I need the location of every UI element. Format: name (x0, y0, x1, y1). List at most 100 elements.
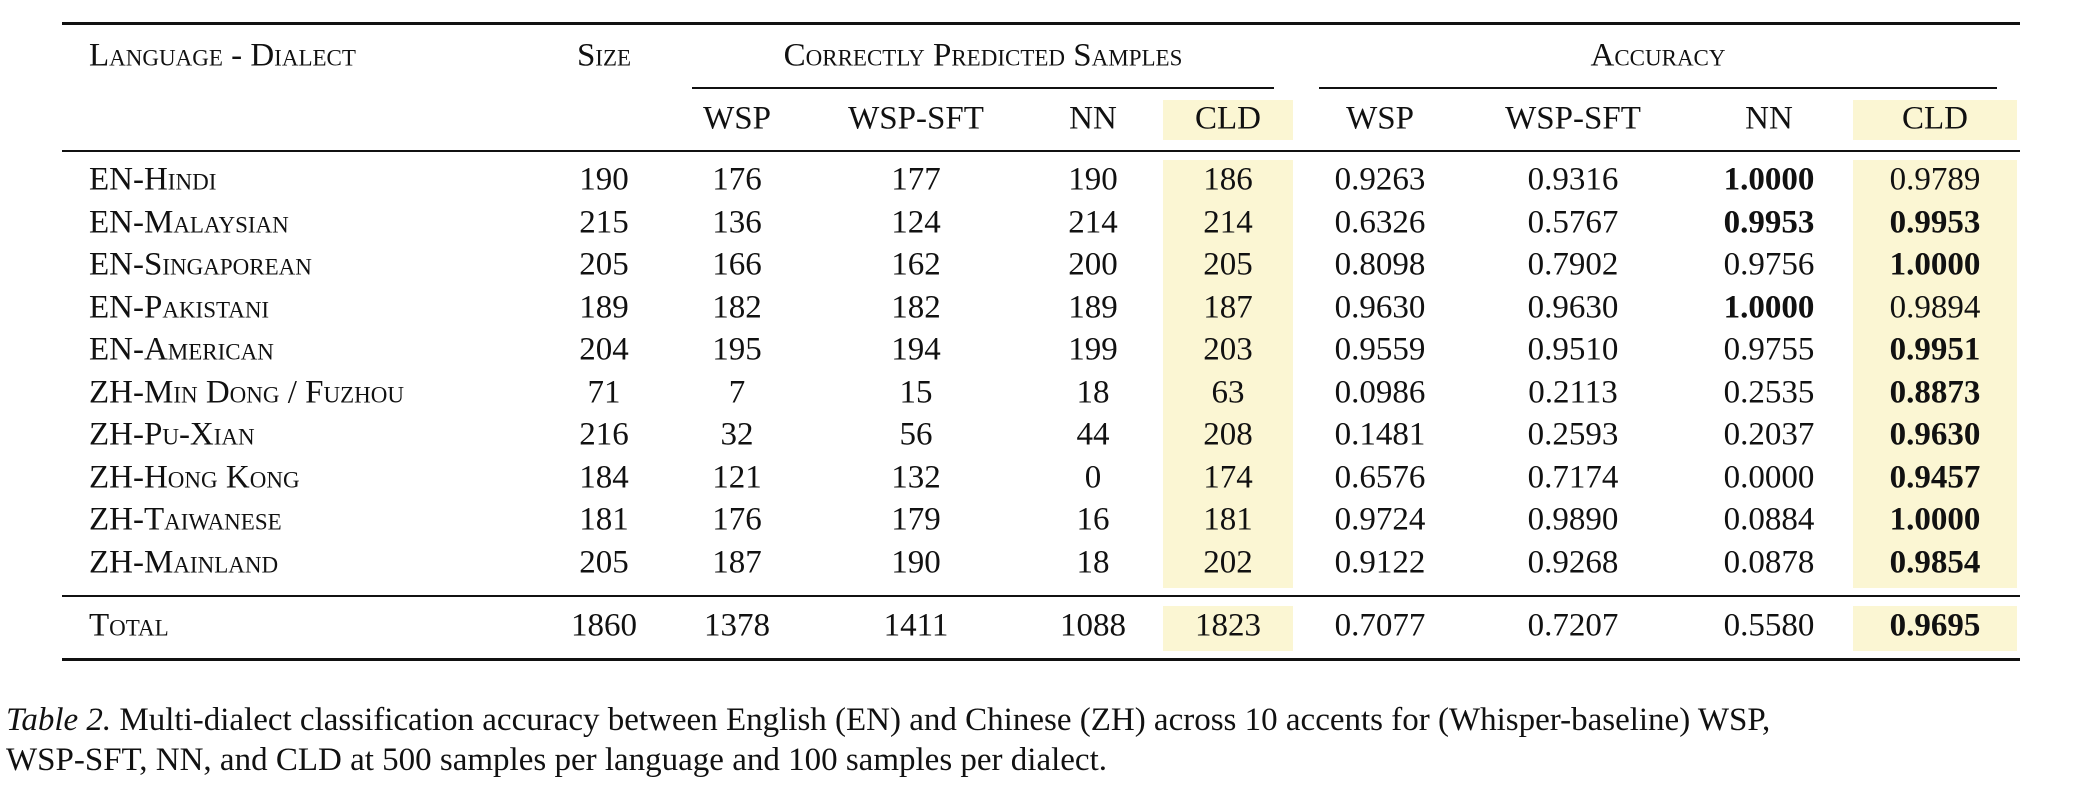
cell: 0.9953 (1723, 204, 1815, 240)
cell: 0.9630 (1889, 416, 1981, 453)
cell: 182 (712, 289, 762, 325)
highlight (1853, 606, 2017, 651)
cell: 208 (1203, 416, 1253, 453)
cell: 202 (1203, 544, 1253, 580)
sub-header: CLD (1195, 100, 1261, 137)
sub-header: WSP (703, 100, 771, 137)
cell: 132 (891, 459, 941, 495)
cell: 1823 (1195, 607, 1261, 644)
cell: 200 (1068, 246, 1118, 283)
cell: 177 (891, 161, 941, 198)
cell: 0.8873 (1889, 374, 1981, 410)
cell: 189 (1068, 289, 1118, 325)
cell: 214 (1203, 204, 1253, 240)
cell: 0.9457 (1889, 459, 1981, 495)
sub-header: WSP (1346, 100, 1414, 137)
cell: 205 (579, 246, 629, 283)
cell: 18 (1076, 544, 1110, 580)
row-label: Total (89, 607, 169, 644)
cell: 0.5580 (1723, 607, 1815, 644)
cell: 166 (712, 246, 762, 283)
cell: 32 (720, 416, 754, 453)
cell: 18 (1076, 374, 1110, 410)
cell: 7 (728, 374, 746, 410)
cell: 136 (712, 204, 762, 240)
row-label: ZH-Mainland (89, 544, 279, 580)
row-label: ZH-Taiwanese (89, 501, 282, 538)
top-rule (62, 22, 2020, 25)
row-label: ZH-Min Dong / Fuzhou (89, 374, 405, 410)
sub-header: NN (1745, 100, 1793, 137)
group-rule (1319, 87, 1997, 89)
cell: 0.9559 (1334, 331, 1426, 368)
cell: 195 (712, 331, 762, 368)
cell: 0.9510 (1527, 331, 1619, 368)
cell: 16 (1076, 501, 1110, 538)
cell: 1860 (571, 607, 637, 644)
row-label: EN-American (89, 331, 274, 368)
cell: 1.0000 (1723, 161, 1815, 198)
highlight (1163, 160, 1293, 588)
cell: 0.7207 (1527, 607, 1619, 644)
cell: 0.9630 (1334, 289, 1426, 325)
sub-header: WSP-SFT (848, 100, 984, 137)
cell: 0.9263 (1334, 161, 1426, 198)
cell: 186 (1203, 161, 1253, 198)
cell: 0.9755 (1723, 331, 1815, 368)
cell: 0.0986 (1334, 374, 1426, 410)
cell: 181 (579, 501, 629, 538)
highlight (1853, 160, 2017, 588)
cell: 205 (1203, 246, 1253, 283)
cell: 0.9789 (1889, 161, 1981, 198)
highlight (1853, 100, 2017, 140)
row-label: ZH-Hong Kong (89, 459, 300, 495)
cell: 204 (579, 331, 629, 368)
cell: 0.7077 (1334, 607, 1426, 644)
cell: 124 (891, 204, 941, 240)
caption: Table 2. Multi-dialect classification ac… (6, 700, 1770, 780)
cell: 182 (891, 289, 941, 325)
bottom-rule (62, 658, 2020, 661)
row-label: EN-Malaysian (89, 204, 289, 240)
cell: 1.0000 (1723, 289, 1815, 325)
cell: 0.6326 (1334, 204, 1426, 240)
cell: 0.2037 (1723, 416, 1815, 453)
cell: 1.0000 (1889, 246, 1981, 283)
cell: 0.9695 (1889, 607, 1981, 644)
sub-header: WSP-SFT (1505, 100, 1641, 137)
cell: 215 (579, 204, 629, 240)
row-label: EN-Hindi (89, 161, 217, 198)
total-rule (62, 595, 2020, 597)
row-label: ZH-Pu-Xian (89, 416, 255, 453)
cell: 1411 (883, 607, 949, 644)
cell: 121 (712, 459, 762, 495)
header: Language - Dialect (89, 37, 356, 74)
cell: 194 (891, 331, 941, 368)
cell: 15 (899, 374, 933, 410)
cell: 0.0884 (1723, 501, 1815, 538)
cell: 176 (712, 161, 762, 198)
cell: 187 (712, 544, 762, 580)
cell: 0.2593 (1527, 416, 1619, 453)
cell: 0.9756 (1723, 246, 1815, 283)
header: Accuracy (1590, 37, 1726, 74)
table: Language - Dialect Size Correctly Predic… (62, 22, 2020, 661)
cell: 0.9894 (1889, 289, 1981, 325)
cell: 214 (1068, 204, 1118, 240)
cell: 0.2535 (1723, 374, 1815, 410)
cell: 0.0878 (1723, 544, 1815, 580)
cell: 0.9953 (1889, 204, 1981, 240)
caption-label: Table 2. (6, 702, 112, 738)
sub-header: NN (1069, 100, 1117, 137)
cell: 189 (579, 289, 629, 325)
cell: 0.7174 (1527, 459, 1619, 495)
row-label: EN-Pakistani (89, 289, 270, 325)
header: Correctly Predicted Samples (783, 37, 1183, 74)
cell: 0.6576 (1334, 459, 1426, 495)
cell: 199 (1068, 331, 1118, 368)
cell: 179 (891, 501, 941, 538)
cell: 205 (579, 544, 629, 580)
cell: 1.0000 (1889, 501, 1981, 538)
cell: 190 (1068, 161, 1118, 198)
